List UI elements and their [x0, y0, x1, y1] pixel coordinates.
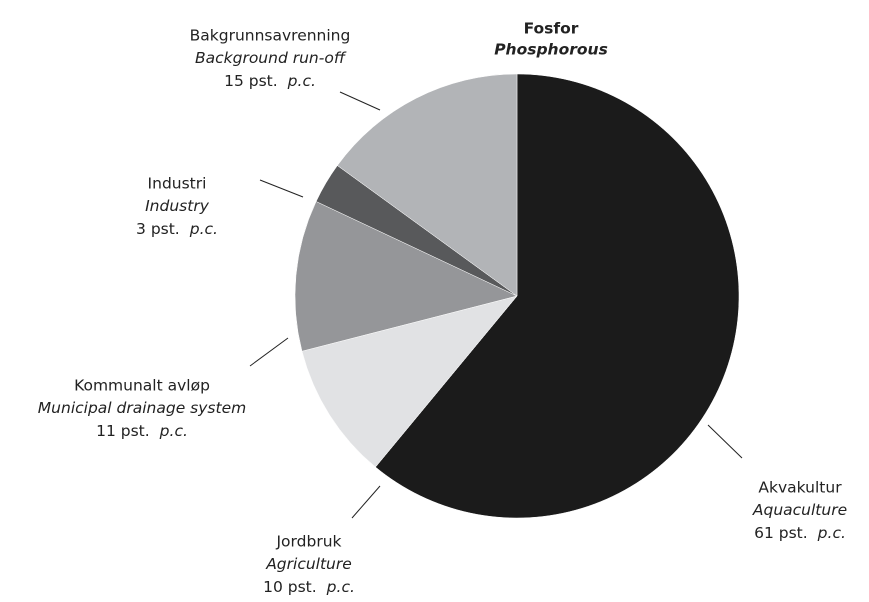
value-label-en: p.c.: [159, 422, 188, 440]
slice-label-en: Aquaculture: [752, 501, 847, 519]
leader-line: [339, 91, 381, 111]
value-label-no: 11 pst.: [96, 422, 150, 440]
slice-label-en: Industry: [145, 197, 210, 215]
slice-label: Industri: [148, 175, 207, 193]
leader-line: [707, 424, 743, 459]
slice-label: Jordbruk: [275, 533, 341, 551]
slice-label: Bakgrunnsavrenning: [190, 27, 351, 45]
slice-label: Akvakultur: [758, 479, 842, 497]
leader-line: [259, 179, 304, 198]
value-label: 11 pst. p.c.: [96, 422, 188, 440]
value-label-no: 10 pst.: [263, 578, 317, 596]
leader-line: [249, 337, 289, 367]
pie-slice: [337, 73, 518, 297]
value-label-en: p.c.: [189, 220, 218, 238]
slice-label-en: Agriculture: [265, 555, 352, 573]
slice-label-en: Background run-off: [195, 49, 347, 67]
slice-label: Kommunalt avløp: [74, 377, 210, 395]
value-label-en: p.c.: [817, 524, 846, 542]
value-label: 61 pst. p.c.: [754, 524, 846, 542]
chart-subtitle: Phosphorous: [494, 41, 608, 59]
leader-line: [351, 485, 381, 519]
value-label-no: 3 pst.: [136, 220, 180, 238]
value-label: 10 pst. p.c.: [263, 578, 355, 596]
value-label-en: p.c.: [326, 578, 355, 596]
value-label-no: 61 pst.: [754, 524, 808, 542]
pie-slice: [294, 201, 518, 352]
value-label-no: 15 pst.: [224, 72, 278, 90]
value-label-en: p.c.: [287, 72, 316, 90]
pie-slice: [301, 295, 518, 468]
chart-title: Fosfor: [524, 20, 579, 38]
value-label: 15 pst. p.c.: [224, 72, 316, 90]
value-label: 3 pst. p.c.: [136, 220, 218, 238]
pie-slice: [375, 73, 740, 519]
slice-label-en: Municipal drainage system: [38, 399, 246, 417]
